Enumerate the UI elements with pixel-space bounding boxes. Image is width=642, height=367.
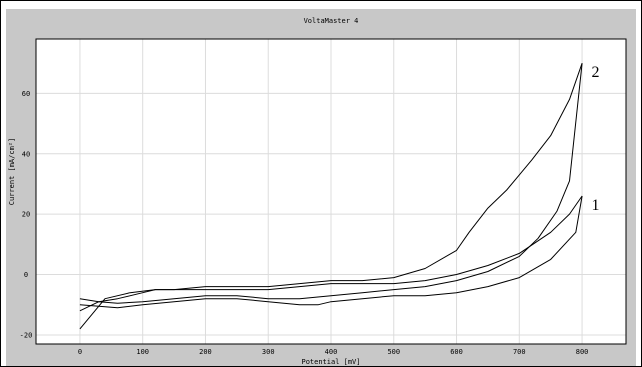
x-tick-label: 800 xyxy=(576,348,589,356)
y-tick-label: 40 xyxy=(22,150,30,158)
x-tick-label: 400 xyxy=(325,348,338,356)
x-tick-label: 700 xyxy=(513,348,526,356)
chart-svg: 0 100 200 300 400 500 600 700 800 -20 0 20 40 60 2 1 V… xyxy=(6,9,636,366)
x-tick-label: 500 xyxy=(387,348,400,356)
x-tick-label: 600 xyxy=(450,348,463,356)
x-tick-label: 200 xyxy=(199,348,212,356)
curve-label-1: 1 xyxy=(591,197,599,214)
chart-panel: 0 100 200 300 400 500 600 700 800 -20 0 20 40 60 2 1 V… xyxy=(6,9,636,366)
y-axis-label: Current [mA/cm²] xyxy=(8,138,16,205)
y-tick-label: 20 xyxy=(22,211,30,219)
y-tick-label: 0 xyxy=(24,271,28,279)
x-tick-label: 100 xyxy=(136,348,149,356)
curve-label-2: 2 xyxy=(591,64,599,81)
chart-title: VoltaMaster 4 xyxy=(304,17,359,25)
x-tick-label: 0 xyxy=(78,348,82,356)
y-tick-label: -20 xyxy=(20,331,33,339)
y-tick-label: 60 xyxy=(22,90,30,98)
x-axis-label: Potential [mV] xyxy=(301,358,360,366)
x-tick-label: 300 xyxy=(262,348,275,356)
